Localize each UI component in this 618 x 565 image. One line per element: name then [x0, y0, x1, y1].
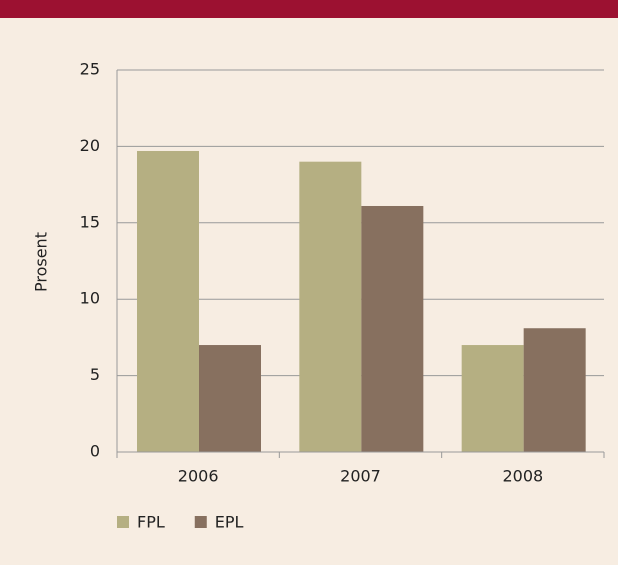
bar [461, 345, 524, 452]
top-band [0, 0, 618, 18]
y-axis-label: Prosent [32, 232, 51, 292]
y-tick-label: 5 [90, 365, 100, 384]
bar [361, 205, 424, 452]
legend-label: EPL [215, 513, 244, 532]
legend-swatch [117, 516, 129, 528]
y-tick-label: 20 [80, 136, 100, 155]
bar [137, 150, 199, 452]
bar [299, 161, 362, 452]
y-tick-label: 0 [90, 442, 100, 461]
bar [523, 328, 586, 452]
bar [199, 345, 261, 452]
y-tick-label: 15 [80, 212, 100, 231]
x-tick-label: 2006 [178, 467, 219, 486]
x-tick-label: 2008 [502, 467, 543, 486]
x-tick-label: 2007 [340, 467, 381, 486]
y-tick-label: 10 [80, 289, 100, 308]
legend-label: FPL [137, 513, 165, 532]
legend-swatch [194, 516, 207, 528]
y-tick-label: 25 [80, 60, 100, 79]
